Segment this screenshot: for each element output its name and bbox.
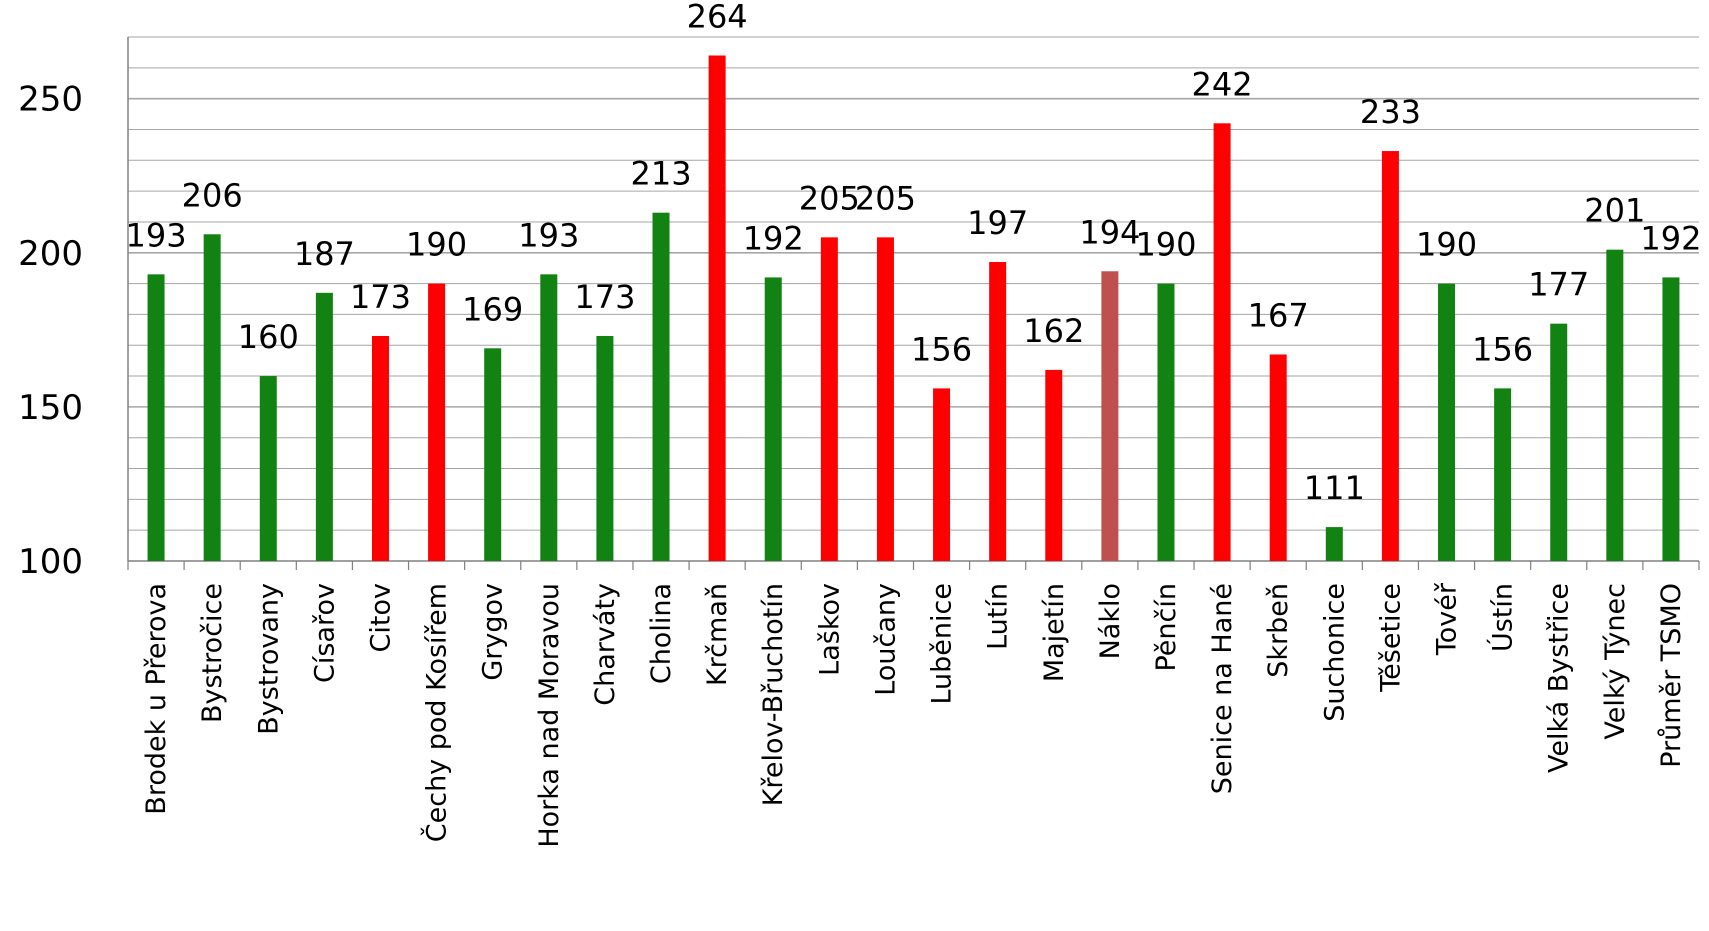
data-label: 162 [1023,312,1084,350]
data-label: 201 [1584,192,1645,230]
bar [1157,283,1175,561]
data-label: 206 [182,176,243,214]
bar [1381,151,1399,561]
x-tick-label: Laškov [814,583,845,676]
y-tick-label: 200 [18,234,83,274]
x-tick-label: Grygov [478,583,509,681]
bar [1213,123,1231,562]
bar [933,388,951,561]
axes [127,37,1700,570]
bar [203,234,221,562]
x-tick-label: Krčmaň [702,583,733,686]
x-tick-label: Senice na Hané [1207,583,1238,794]
x-tick-label: Čechy pod Kosířem [421,583,453,842]
y-tick-label: 150 [18,388,83,428]
bar [596,335,614,561]
y-tick-label: 100 [18,542,83,582]
data-label: 264 [687,0,748,35]
bar [1101,271,1119,561]
data-label: 205 [855,179,916,217]
bar [1325,527,1343,561]
data-label: 167 [1248,296,1309,334]
data-label: 169 [462,290,523,328]
data-label: 173 [350,278,411,316]
x-tick-label: Luběnice [927,583,958,705]
x-tick-label: Citov [365,583,396,652]
bar [989,262,1007,561]
x-tick-label: Těšetice [1375,583,1406,693]
x-tick-label: Pěnčín [1151,583,1182,672]
x-tick-label: Průměr TSMO [1656,583,1687,768]
bar [1045,369,1063,561]
bar [484,348,502,561]
bar [1494,388,1512,561]
bar [1550,323,1568,561]
data-label: 242 [1192,65,1253,103]
data-label: 197 [967,204,1028,242]
x-tick-labels: Brodek u Přerova Bystročice Bystrovany Císa… [141,582,1687,848]
bar [1269,354,1287,561]
bar [1662,277,1680,561]
grid-lines [128,36,1699,531]
x-tick-label: Charváty [590,583,621,706]
data-label: 190 [406,226,467,264]
bar [259,376,277,561]
x-tick-label: Loučany [870,583,901,696]
x-tick-label: Brodek u Přerova [141,583,172,815]
x-tick-label: Křelov-Břuchotín [758,583,789,806]
x-tick-label: Bystrovany [253,583,284,735]
data-label: 156 [1472,330,1533,368]
y-tick-labels: 100 150 200 250 [18,80,83,582]
data-label: 190 [1135,226,1196,264]
bar [708,55,726,562]
x-tick-label: Skrbeň [1263,583,1294,678]
bar [876,237,894,561]
data-labels: 1932061601871731901691931732132641922052… [126,0,1702,507]
data-label: 173 [574,278,635,316]
data-label: 190 [1416,226,1477,264]
bars [147,55,1680,562]
bar [540,274,558,561]
data-label: 233 [1360,93,1421,131]
x-tick-label: Tovéř [1432,582,1463,656]
bar [371,335,389,561]
x-tick-label: Ústín [1487,583,1519,652]
bar [652,212,670,561]
x-tick-label: Horka nad Moravou [534,583,565,848]
data-label: 193 [518,216,579,254]
x-tick-label: Velká Bystřice [1544,583,1575,773]
x-tick-label: Císařov [309,583,340,683]
data-label: 192 [1640,219,1701,257]
x-tick-label: Lutín [983,583,1014,650]
data-label: 205 [799,179,860,217]
x-tick-label: Suchonice [1319,583,1350,722]
data-label: 187 [294,235,355,273]
bar [1606,249,1624,561]
data-label: 192 [743,219,804,257]
data-label: 111 [1304,469,1365,507]
bar [315,292,333,561]
x-tick-label: Bystročice [197,583,228,723]
data-label: 160 [238,318,299,356]
x-tick-label: Cholina [646,583,677,684]
bar [1438,283,1456,561]
data-label: 193 [126,216,187,254]
x-tick-label: Náklo [1095,583,1126,659]
data-label: 194 [1079,213,1140,251]
bar [147,274,165,561]
data-label: 156 [911,330,972,368]
x-tick-label: Velký Týnec [1600,583,1631,740]
bar [428,283,446,561]
y-tick-label: 250 [18,80,83,120]
bar [764,277,782,561]
bar [820,237,838,561]
data-label: 177 [1528,266,1589,304]
data-label: 213 [630,155,691,193]
x-tick-label: Majetín [1039,583,1070,682]
